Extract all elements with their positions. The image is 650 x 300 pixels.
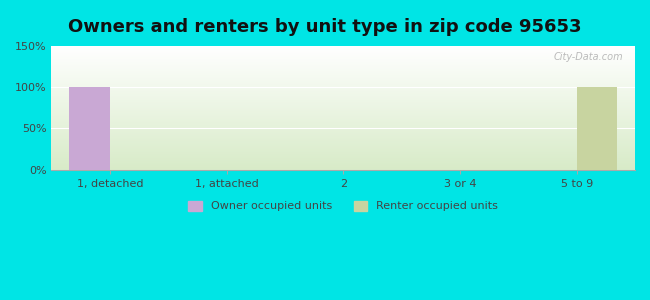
Legend: Owner occupied units, Renter occupied units: Owner occupied units, Renter occupied un… [184,196,502,216]
Bar [69,87,110,170]
Text: City-Data.com: City-Data.com [554,52,623,62]
Text: Owners and renters by unit type in zip code 95653: Owners and renters by unit type in zip c… [68,18,582,36]
Bar [577,87,617,170]
